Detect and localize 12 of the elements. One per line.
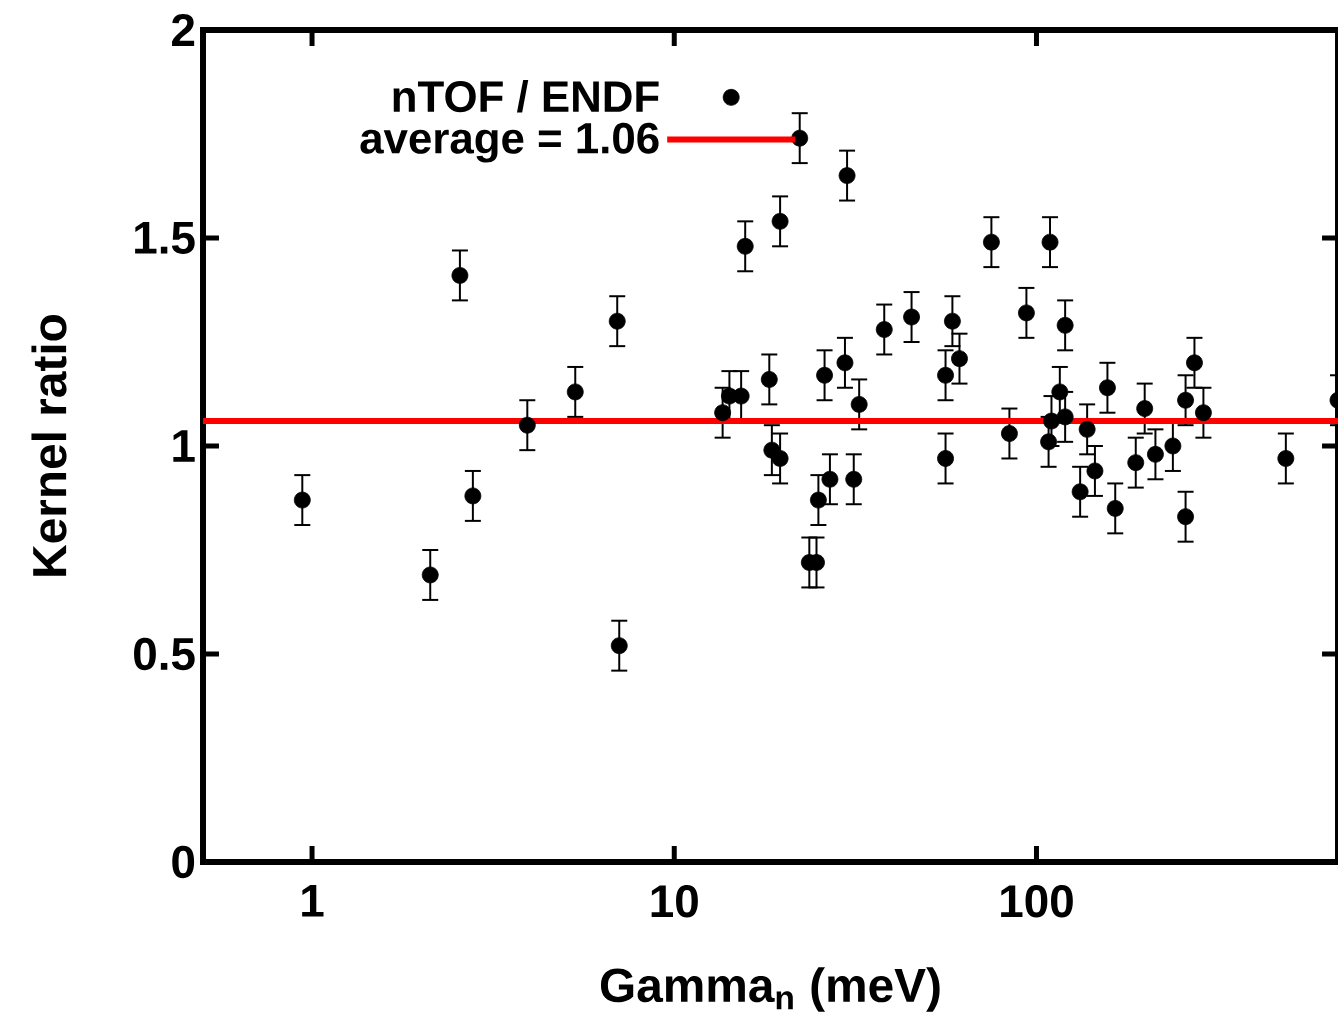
x-axis-title: Gamma$_{n}$ (meV) [600,967,940,1012]
legend-label: nTOF / ENDF [393,79,659,113]
y-tick-label: 0 [172,845,195,879]
y-tick-label: 1.5 [135,222,195,254]
y-tick-label: 0.5 [134,637,195,671]
y-tick-label: 2 [172,13,195,46]
x-tick-label: 10 [651,885,698,918]
legend-label: average = 1.06 [360,122,659,163]
y-tick-label: 1 [173,430,195,462]
x-tick-label: 100 [1001,885,1073,918]
x-tick-label: 1 [302,885,324,917]
y-axis-title: Kernel ratio [31,315,67,576]
